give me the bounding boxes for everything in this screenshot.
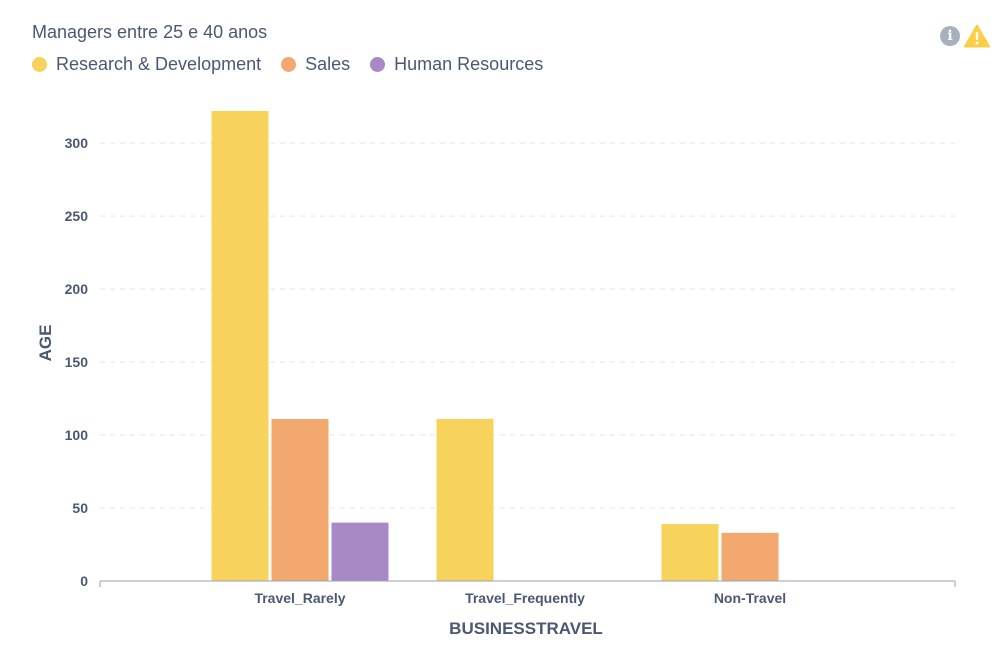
legend-dot-2 (370, 57, 386, 72)
y-axis-title: AGE (36, 325, 55, 362)
y-tick-label: 150 (65, 354, 89, 370)
bar-Travel_Frequently-Research & Development[interactable] (436, 418, 494, 581)
y-tick-label: 300 (65, 135, 89, 151)
chart-title: Managers entre 25 e 40 anos (32, 22, 268, 42)
legend-dot-1 (281, 57, 297, 72)
x-tick-label: Non-Travel (714, 590, 786, 606)
x-tick-label: Travel_Frequently (465, 590, 585, 606)
legend-item-0[interactable]: Research & Development (32, 54, 261, 75)
bar-Travel_Rarely-Sales[interactable] (271, 418, 329, 581)
chart-status-icons: i (940, 24, 990, 48)
y-tick-label: 100 (65, 427, 89, 443)
bar-Non-Travel-Research & Development[interactable] (661, 524, 719, 581)
y-tick-label: 250 (65, 208, 89, 224)
y-tick-label: 0 (80, 573, 88, 589)
info-icon[interactable]: i (940, 26, 960, 46)
x-axis-title: BUSINESSTRAVEL (449, 619, 603, 638)
bar-Non-Travel-Sales[interactable] (721, 532, 779, 581)
y-tick-label: 50 (72, 500, 88, 516)
legend-label-0: Research & Development (56, 54, 262, 74)
warning-icon[interactable] (964, 24, 990, 48)
legend-dot-0 (32, 57, 47, 72)
legend-item-1[interactable]: Sales (281, 54, 350, 75)
axes: 0 50 100 150 200 250 300 Travel_Rarely Travel_Fr… (65, 135, 956, 606)
bars (211, 110, 779, 581)
legend-label-1: Sales (305, 54, 351, 74)
legend-item-2[interactable]: Human Resources (370, 54, 543, 75)
legend-label-2: Human Resources (394, 54, 544, 74)
bar-Travel_Rarely-Human Resources[interactable] (331, 522, 389, 581)
bar-Travel_Rarely-Research & Development[interactable] (211, 110, 269, 581)
y-tick-label: 200 (65, 281, 89, 297)
legend: Research & Development Sales Human Resou… (32, 54, 543, 75)
x-tick-label: Travel_Rarely (254, 590, 345, 606)
